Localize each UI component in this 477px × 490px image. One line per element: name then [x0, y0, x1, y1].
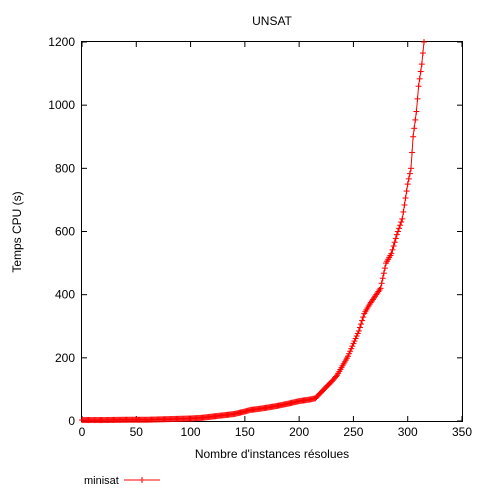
- data-point: [415, 83, 422, 90]
- x-tick-label: 200: [289, 425, 309, 439]
- y-tick-label: 400: [55, 288, 75, 302]
- data-point: [392, 235, 399, 242]
- data-point: [401, 201, 408, 208]
- x-tick-label: 150: [235, 425, 255, 439]
- data-point: [417, 68, 424, 75]
- data-point: [354, 330, 361, 337]
- data-point: [360, 314, 367, 321]
- data-point: [352, 335, 359, 342]
- y-tick-label: 200: [55, 351, 75, 365]
- x-tick-label: 50: [130, 425, 144, 439]
- data-point: [350, 340, 357, 347]
- data-point: [409, 149, 416, 156]
- data-point: [381, 265, 388, 272]
- plot-frame: [81, 41, 463, 422]
- data-point: [419, 50, 426, 57]
- data-point: [380, 270, 387, 277]
- y-tick-label: 0: [68, 414, 75, 428]
- data-point: [411, 125, 418, 132]
- data-point: [378, 280, 385, 287]
- data-point: [355, 327, 362, 334]
- data-point: [351, 338, 358, 345]
- data-point: [345, 353, 351, 360]
- x-axis-label: Nombre d'instances résolues: [195, 447, 349, 461]
- data-point: [413, 108, 420, 115]
- data-point: [349, 343, 356, 350]
- data-point: [348, 345, 355, 352]
- series-minisat: [79, 39, 427, 424]
- x-tick-label: 300: [398, 425, 418, 439]
- data-point: [391, 239, 398, 246]
- data-point: [359, 317, 366, 324]
- series-line: [82, 41, 425, 421]
- data-point: [402, 195, 409, 202]
- data-point: [418, 61, 425, 68]
- x-tick-label: 250: [343, 425, 363, 439]
- data-point: [396, 225, 403, 232]
- data-point: [405, 175, 412, 182]
- data-point: [394, 228, 401, 235]
- data-point: [346, 350, 353, 357]
- chart-title: UNSAT: [252, 14, 292, 28]
- data-point: [400, 208, 407, 215]
- data-point: [358, 321, 365, 328]
- x-tick-label: 350: [452, 425, 472, 439]
- data-point: [347, 348, 354, 355]
- y-axis-ticks: 0 200 400 600 800 1000 1200: [48, 35, 462, 428]
- data-point: [389, 246, 396, 253]
- data-point: [398, 219, 405, 226]
- data-point: [356, 324, 363, 331]
- data-point: [390, 243, 397, 250]
- legend-label-minisat: minisat: [84, 475, 119, 487]
- x-tick-label: 100: [181, 425, 201, 439]
- data-point: [379, 275, 386, 282]
- data-point: [353, 333, 360, 340]
- data-point: [403, 188, 410, 195]
- x-tick-label: 0: [79, 425, 86, 439]
- data-point: [421, 39, 427, 45]
- data-point: [406, 170, 413, 177]
- data-point: [333, 373, 340, 380]
- y-tick-label: 600: [55, 225, 75, 239]
- data-point: [399, 215, 406, 222]
- legend: minisat: [84, 475, 160, 487]
- y-tick-label: 1000: [48, 98, 75, 112]
- y-tick-label: 1200: [48, 35, 75, 49]
- y-axis-label: Temps CPU (s): [10, 191, 24, 272]
- data-point: [393, 231, 400, 238]
- y-tick-label: 800: [55, 161, 75, 175]
- data-point: [397, 222, 404, 229]
- x-axis-ticks: 0 50 100 150 200 250 300 350: [79, 42, 472, 439]
- data-point: [412, 116, 419, 123]
- data-point: [407, 165, 414, 172]
- data-point: [416, 75, 423, 82]
- data-point: [404, 181, 411, 188]
- data-point: [388, 250, 395, 257]
- data-point: [414, 95, 421, 102]
- data-point: [377, 285, 384, 292]
- data-point: [410, 133, 417, 140]
